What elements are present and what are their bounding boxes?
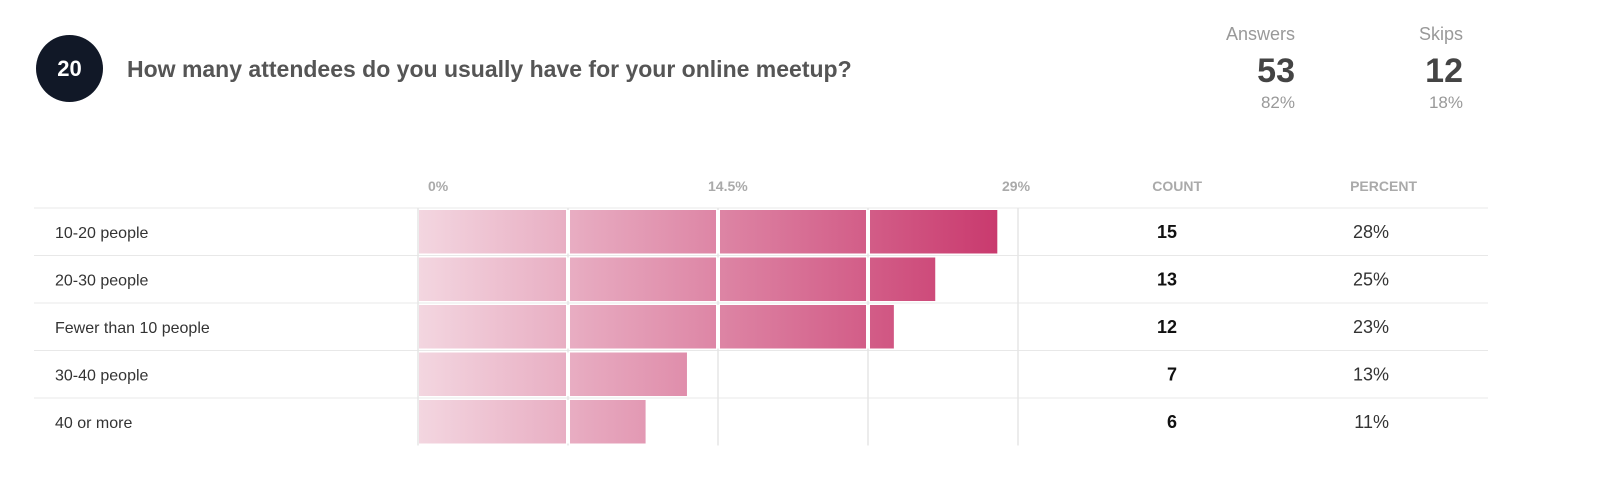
answers-stat: Answers 53 82% <box>1226 24 1295 113</box>
question-number-badge: 20 <box>36 35 103 102</box>
category-label: Fewer than 10 people <box>55 320 210 337</box>
question-title: How many attendees do you usually have f… <box>127 56 852 82</box>
x-tick-label: 14.5% <box>708 178 748 194</box>
answers-count: 53 <box>1257 52 1295 90</box>
count-column-header: COUNT <box>1152 178 1202 194</box>
category-label: 30-40 people <box>55 367 149 384</box>
percent-value: 23% <box>1353 317 1389 337</box>
bar <box>419 305 894 349</box>
percent-column-header: PERCENT <box>1350 178 1417 194</box>
percent-value: 28% <box>1353 222 1389 242</box>
bar <box>419 400 646 444</box>
question-number: 20 <box>57 55 82 81</box>
bar <box>419 210 998 254</box>
x-tick-label: 29% <box>1002 178 1031 194</box>
category-label: 40 or more <box>55 415 132 432</box>
answers-percent: 82% <box>1260 93 1295 112</box>
percent-value: 11% <box>1354 412 1389 432</box>
count-value: 6 <box>1167 412 1177 432</box>
x-tick-label: 0% <box>428 178 449 194</box>
category-label: 20-30 people <box>55 272 149 289</box>
percent-value: 13% <box>1353 364 1389 384</box>
percent-value: 25% <box>1353 269 1389 289</box>
skips-count: 12 <box>1425 52 1463 90</box>
skips-stat: Skips 12 18% <box>1419 24 1463 113</box>
answers-label: Answers <box>1225 24 1295 44</box>
skips-label: Skips <box>1418 24 1463 44</box>
bar <box>419 257 936 301</box>
count-value: 12 <box>1157 317 1177 337</box>
count-value: 7 <box>1167 364 1177 384</box>
skips-percent: 18% <box>1428 93 1463 112</box>
count-value: 13 <box>1157 269 1177 289</box>
count-value: 15 <box>1157 222 1177 242</box>
bar <box>419 352 687 396</box>
category-label: 10-20 people <box>55 225 149 242</box>
